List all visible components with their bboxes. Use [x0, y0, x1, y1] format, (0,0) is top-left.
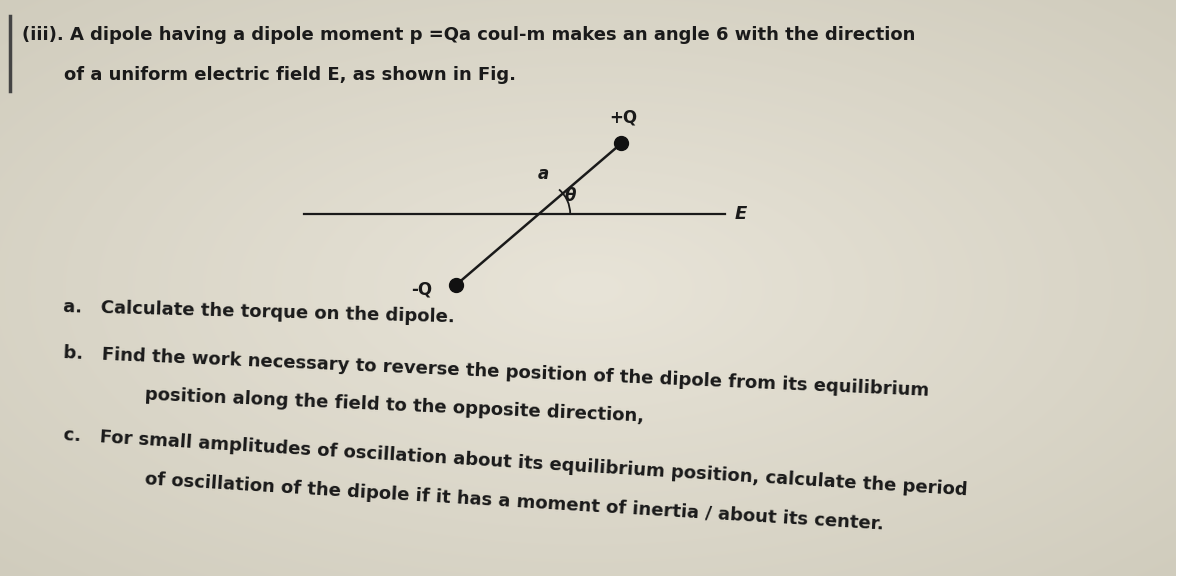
- Text: (iii). A dipole having a dipole moment p =Qa coul-m makes an angle 6 with the di: (iii). A dipole having a dipole moment p…: [22, 26, 914, 44]
- Text: +Q: +Q: [610, 108, 637, 126]
- Text: θ: θ: [564, 187, 576, 205]
- Text: E: E: [734, 205, 748, 223]
- Text: a: a: [538, 165, 548, 183]
- Text: of oscillation of the dipole if it has a moment of inertia / about its center.: of oscillation of the dipole if it has a…: [107, 468, 884, 533]
- Text: of a uniform electric field E, as shown in Fig.: of a uniform electric field E, as shown …: [64, 66, 516, 84]
- Text: a.   Calculate the torque on the dipole.: a. Calculate the torque on the dipole.: [64, 298, 455, 326]
- Text: -Q: -Q: [410, 281, 432, 299]
- Text: position along the field to the opposite direction,: position along the field to the opposite…: [107, 384, 644, 426]
- Text: b.   Find the work necessary to reverse the position of the dipole from its equi: b. Find the work necessary to reverse th…: [62, 344, 929, 400]
- Text: c.   For small amplitudes of oscillation about its equilibrium position, calcula: c. For small amplitudes of oscillation a…: [62, 426, 967, 499]
